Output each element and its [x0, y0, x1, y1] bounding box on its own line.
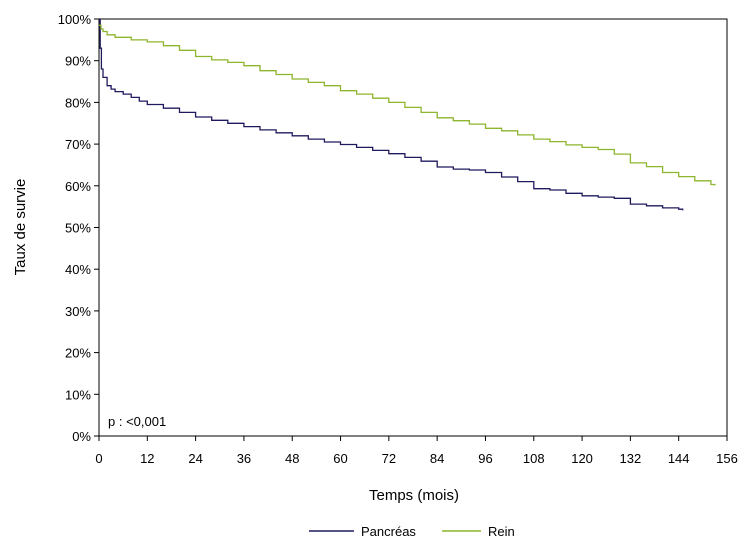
y-axis-title: Taux de survie	[12, 179, 29, 276]
legend-label: Pancréas	[361, 524, 416, 539]
series-layer	[99, 18, 716, 211]
legend-item: Pancréas	[309, 524, 416, 539]
x-tick-label: 72	[382, 451, 396, 466]
x-tick-label: 12	[140, 451, 154, 466]
x-tick-label: 60	[333, 451, 347, 466]
y-tick-label: 0%	[72, 429, 91, 444]
p-value-annotation: p : <0,001	[108, 414, 166, 429]
y-tick-label: 30%	[65, 304, 91, 319]
series-line-pancras	[99, 18, 684, 211]
x-tick-label: 48	[285, 451, 299, 466]
x-tick-label: 108	[523, 451, 545, 466]
plot-border	[98, 18, 728, 437]
y-tick-label: 80%	[65, 95, 91, 110]
plot-frame	[98, 18, 728, 437]
x-tick-label: 0	[95, 451, 102, 466]
y-tick-label: 20%	[65, 346, 91, 361]
x-tick-label: 132	[620, 451, 642, 466]
legend: Pancréas Rein	[309, 524, 515, 539]
x-tick-label: 84	[430, 451, 444, 466]
y-tick-label: 40%	[65, 262, 91, 277]
series-line-rein	[99, 24, 716, 186]
y-tick-label: 90%	[65, 54, 91, 69]
x-tick-label: 156	[716, 451, 738, 466]
legend-item: Rein	[442, 524, 515, 539]
legend-label: Rein	[488, 524, 515, 539]
y-tick-label: 70%	[65, 137, 91, 152]
y-tick-label: 60%	[65, 179, 91, 194]
x-tick-label: 36	[237, 451, 251, 466]
x-tick-label: 120	[571, 451, 593, 466]
y-tick-label: 10%	[65, 387, 91, 402]
y-tick-label: 50%	[65, 221, 91, 236]
y-axis: 0% 10% 20% 30% 40% 50% 60% 70% 80% 90% 100%	[58, 12, 99, 444]
y-tick-label: 100%	[58, 12, 92, 27]
x-axis: 0 12 24 36 48 60 72 84 96 108 120 132 144 156	[95, 436, 738, 466]
x-tick-label: 144	[668, 451, 690, 466]
x-axis-title: Temps (mois)	[369, 487, 459, 504]
x-tick-label: 96	[478, 451, 492, 466]
x-tick-label: 24	[188, 451, 202, 466]
